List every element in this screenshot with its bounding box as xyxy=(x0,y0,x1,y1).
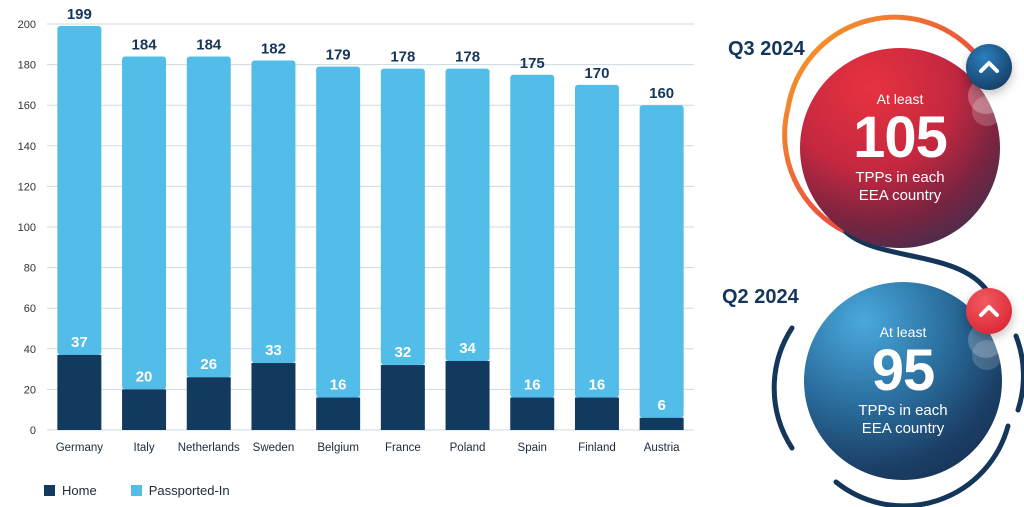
bars xyxy=(57,26,684,430)
q3-bubble-ghost-2 xyxy=(972,96,1002,126)
bar-home-finland xyxy=(574,397,619,430)
home-value-label: 33 xyxy=(265,342,282,359)
y-tick-label: 0 xyxy=(30,425,36,437)
home-value-label: 16 xyxy=(330,377,347,394)
home-value-label: 6 xyxy=(657,397,665,414)
legend-item-passported: Passported-In xyxy=(130,483,230,498)
total-label: 182 xyxy=(261,41,286,58)
q3-caption-line1: TPPs in each xyxy=(855,169,945,186)
x-category-label: Italy xyxy=(134,442,155,454)
home-value-label: 16 xyxy=(589,377,606,394)
home-value-label: 34 xyxy=(459,340,476,357)
x-category-label: Finland xyxy=(578,442,616,454)
legend-label-passported: Passported-In xyxy=(148,483,230,498)
x-category-label: France xyxy=(385,442,421,454)
total-label: 184 xyxy=(196,36,222,53)
q2-prefix: At least xyxy=(879,324,927,340)
chart-legend: Home Passported-In xyxy=(44,483,230,498)
y-axis-ticks: 0 20 40 60 80 100 120 140 160 180 200 xyxy=(18,19,36,437)
legend-swatch-passported xyxy=(130,485,142,496)
bar-passported-austria xyxy=(639,105,684,418)
q2-right-arc xyxy=(1013,333,1024,413)
total-label: 184 xyxy=(132,36,158,53)
y-tick-label: 120 xyxy=(18,181,36,193)
q2-caption-line2: EEA country xyxy=(861,420,945,437)
total-label: 160 xyxy=(649,85,674,102)
chevron-up-icon xyxy=(979,61,999,73)
home-value-label: 16 xyxy=(524,377,541,394)
q2-left-arc xyxy=(771,325,795,451)
total-label: 178 xyxy=(455,49,480,66)
bar-passported-spain xyxy=(510,74,555,398)
bar-home-belgium xyxy=(316,397,361,430)
bar-home-spain xyxy=(510,397,555,430)
y-tick-label: 180 xyxy=(18,60,36,72)
q2-caption-line1: TPPs in each xyxy=(858,402,948,419)
bar-passported-germany xyxy=(57,26,102,355)
x-category-label: Austria xyxy=(644,442,680,454)
y-tick-label: 100 xyxy=(18,222,36,234)
y-tick-label: 140 xyxy=(18,141,36,153)
x-category-label: Sweden xyxy=(253,442,295,454)
bar-passported-italy xyxy=(122,56,167,390)
x-category-label: Netherlands xyxy=(178,442,240,454)
bar-home-germany xyxy=(57,354,102,430)
y-tick-label: 40 xyxy=(24,344,36,356)
total-label: 170 xyxy=(584,65,609,82)
bar-passported-netherlands xyxy=(186,56,231,378)
legend-item-home: Home xyxy=(44,483,97,498)
x-category-label: Poland xyxy=(450,442,486,454)
bar-passported-france xyxy=(380,68,425,366)
data-labels: 199 37 184 20 184 26 182 33 179 16 178 32 178 34 175 16… xyxy=(67,6,674,414)
bar-passported-poland xyxy=(445,68,490,361)
y-tick-label: 200 xyxy=(18,19,36,31)
total-label: 178 xyxy=(390,49,415,66)
home-value-label: 37 xyxy=(71,334,88,351)
chevron-up-icon xyxy=(979,305,999,317)
bar-home-france xyxy=(380,365,425,430)
q3-value: 105 xyxy=(853,105,948,170)
y-tick-label: 20 xyxy=(24,384,36,396)
home-value-label: 26 xyxy=(200,356,217,373)
total-label: 199 xyxy=(67,6,92,23)
home-value-label: 20 xyxy=(136,368,153,385)
bar-home-italy xyxy=(122,389,167,430)
bar-passported-belgium xyxy=(316,66,361,398)
q2-bubble-ghost-2 xyxy=(972,340,1002,370)
q3-caption-line2: EEA country xyxy=(858,187,942,204)
q3-highlight-circle: At least 105 TPPs in each EEA country xyxy=(800,48,1000,248)
q3-quarter-label: Q3 2024 xyxy=(728,38,805,60)
home-value-label: 32 xyxy=(395,344,412,361)
total-label: 175 xyxy=(520,55,545,72)
bar-passported-sweden xyxy=(251,60,296,364)
x-category-label: Germany xyxy=(56,442,104,454)
x-axis-categories: Germany Italy Netherlands Sweden Belgium Fran… xyxy=(56,442,680,454)
q3-arrow-badge xyxy=(966,44,1012,90)
q3-prefix: At least xyxy=(876,91,924,107)
y-tick-label: 60 xyxy=(24,303,36,315)
bar-home-poland xyxy=(445,360,490,430)
bar-home-netherlands xyxy=(186,377,231,430)
q2-value: 95 xyxy=(871,338,936,403)
stacked-bar-chart: 0 20 40 60 80 100 120 140 160 180 200 199 37 184 20 18… xyxy=(18,6,694,454)
y-tick-label: 80 xyxy=(24,263,36,275)
q2-arrow-badge xyxy=(966,288,1012,334)
bar-home-sweden xyxy=(251,363,296,430)
bar-passported-finland xyxy=(574,84,619,398)
x-category-label: Belgium xyxy=(317,442,359,454)
legend-swatch-home xyxy=(44,485,55,496)
q2-quarter-label: Q2 2024 xyxy=(722,286,799,308)
bar-home-austria xyxy=(639,417,684,430)
y-tick-label: 160 xyxy=(18,100,36,112)
total-label: 179 xyxy=(326,47,351,64)
legend-label-home: Home xyxy=(62,483,97,498)
x-category-label: Spain xyxy=(518,442,547,454)
